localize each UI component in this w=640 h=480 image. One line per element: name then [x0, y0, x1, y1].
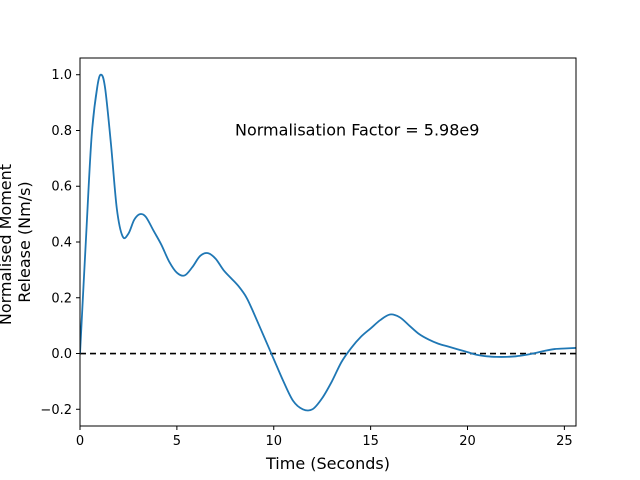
y-axis-title-line-1: Normalised Moment [0, 164, 15, 325]
y-tick-label: 1.0 [51, 68, 72, 83]
normalisation-annotation: Normalisation Factor = 5.98e9 [235, 120, 479, 139]
x-tick-label: 5 [173, 434, 181, 449]
y-tick-label: 0.8 [51, 124, 72, 139]
x-tick-label: 25 [556, 434, 573, 449]
x-tick-label: 10 [265, 434, 282, 449]
x-tick-label: 20 [459, 434, 476, 449]
axes: 0 5 10 15 20 25 −0.2 0.0 0.2 0.4 0.6 0.8 1.0 [40, 57, 577, 449]
y-tick-label: 0.0 [51, 347, 72, 362]
series-line-0 [80, 73, 576, 412]
y-tick-label: −0.2 [40, 403, 72, 418]
axes-frame [79, 57, 577, 427]
y-tick-label: 0.4 [51, 236, 72, 251]
y-axis-title-line-2: Release (Nm/s) [15, 181, 34, 302]
y-tick-label: 0.6 [51, 180, 72, 195]
x-axis-title: Time (Seconds) [265, 454, 390, 473]
x-tick-label: 0 [76, 434, 84, 449]
plot-area [80, 73, 576, 412]
x-tick-label: 15 [362, 434, 379, 449]
y-axis-title: Normalised Moment Release (Nm/s) [0, 159, 34, 325]
y-tick-label: 0.2 [51, 291, 72, 306]
